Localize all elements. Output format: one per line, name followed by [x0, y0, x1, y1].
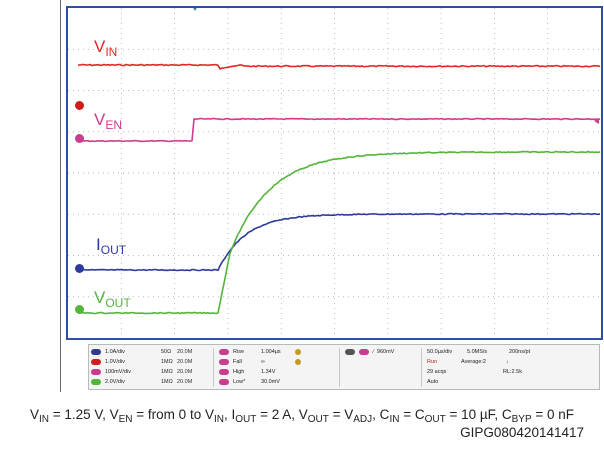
- caption-text: = 1.25 V, V: [48, 407, 119, 422]
- ch1-badge-icon: [91, 349, 101, 355]
- panel-divider: [339, 348, 340, 387]
- resolution: 200ns/pt: [509, 349, 531, 355]
- measurement-row[interactable]: High 1.34V: [219, 368, 275, 376]
- caption-subscript: EN: [118, 414, 133, 425]
- caption-text: , C: [372, 407, 390, 422]
- caption-text: = V: [328, 407, 354, 422]
- ven-trace: [77, 117, 601, 143]
- channel-row[interactable]: 1.0A/div 50Ω 20.0M: [91, 348, 192, 356]
- channel-bandwidth: 20.0M: [177, 369, 193, 375]
- ch2-ground-marker[interactable]: [75, 101, 84, 110]
- channel-impedance: 1MΩ: [161, 379, 173, 385]
- channel-bandwidth: 20.0M: [177, 379, 193, 385]
- warning-icon: [295, 359, 301, 365]
- channel-impedance: 50Ω: [161, 349, 172, 355]
- scope-status-panel: 1.0A/div 50Ω 20.0M 1.0V/div 1MΩ 20.0M 10…: [88, 344, 600, 390]
- figure-caption: VIN = 1.25 V, VEN = from 0 to VIN, IOUT …: [0, 407, 604, 428]
- measurement-row[interactable]: Fall ∞: [219, 358, 301, 366]
- trace-label-vout: VOUT: [94, 288, 131, 310]
- channel-scale: 1.0V/div: [105, 359, 125, 365]
- caption-subscript: OUT: [307, 414, 329, 425]
- ch3-ground-marker[interactable]: [75, 134, 84, 143]
- acquire-mode: Average:2: [461, 359, 486, 365]
- measurement-label: Low*: [233, 379, 246, 385]
- channel-row[interactable]: 2.0V/div 1MΩ 20.0M: [91, 378, 192, 386]
- measurement-label: High: [233, 369, 245, 375]
- measurement-value: 1.004µs: [261, 349, 281, 355]
- caption-text: V: [29, 407, 39, 422]
- trace-label-ven: VEN: [94, 110, 123, 132]
- measurement-row[interactable]: Rise 1.004µs: [219, 348, 301, 356]
- record-length: RL:2.5k: [503, 369, 522, 375]
- channel-bandwidth: 20.0M: [177, 349, 193, 355]
- rising-edge-icon: ∕: [373, 349, 374, 355]
- measurement-row[interactable]: Low* 30.0mV: [219, 378, 280, 386]
- caption-subscript: IN: [38, 414, 49, 425]
- caption-text: , I: [223, 407, 236, 422]
- trace-label-vin: VIN: [94, 37, 118, 59]
- trigger-position-icon: [193, 8, 197, 11]
- vout-trace: [77, 150, 601, 315]
- measure-source-icon: [219, 379, 229, 385]
- channel-scale: 1.0A/div: [105, 349, 125, 355]
- panel-divider: [421, 348, 422, 387]
- channel-bandwidth: 20.0M: [177, 359, 193, 365]
- measurement-value: 1.34V: [261, 369, 276, 375]
- ch4-ground-marker[interactable]: [75, 305, 84, 314]
- trigger-source-icon: [359, 349, 369, 355]
- measurement-value: 30.0mV: [261, 379, 280, 385]
- waveform-display: [66, 6, 603, 340]
- caption-text: = 2 A, V: [256, 407, 308, 422]
- caption-text: = from 0 to V: [132, 407, 214, 422]
- caption-subscript: BYP: [511, 414, 532, 425]
- figure-id: GIPG080420141417: [460, 425, 584, 440]
- ch2-badge-icon: [91, 359, 101, 365]
- measure-source-icon: [219, 359, 229, 365]
- trace-label-iout: IOUT: [96, 235, 127, 257]
- ch1-ground-marker[interactable]: [75, 264, 84, 273]
- trigger-level-icon: [594, 118, 599, 124]
- panel-divider: [213, 348, 214, 387]
- measure-source-icon: [219, 349, 229, 355]
- channel-scale: 100mV/div: [105, 369, 131, 375]
- channel-row[interactable]: 1.0V/div 1MΩ 20.0M: [91, 358, 192, 366]
- caption-text: = C: [399, 407, 425, 422]
- trigger-channel-icon: [345, 349, 355, 355]
- trigger-mode: Auto: [427, 379, 439, 385]
- channel-impedance: 1MΩ: [161, 369, 173, 375]
- timebase: 50.0µs/div: [427, 349, 453, 355]
- vin-trace: [77, 63, 601, 70]
- caption-subscript: IN: [389, 414, 400, 425]
- caption-text: = 0 nF: [531, 407, 575, 422]
- measurement-label: Rise: [233, 349, 245, 355]
- warning-icon: [295, 349, 301, 355]
- ch3-badge-icon: [91, 369, 101, 375]
- channel-impedance: 1MΩ: [161, 359, 173, 365]
- sample-rate: 5.0MS/s: [467, 349, 488, 355]
- trigger-level: 960mV: [376, 349, 395, 355]
- acquisition-count: 29 acqs: [427, 369, 447, 375]
- measure-source-icon: [219, 369, 229, 375]
- caption-subscript: IN: [213, 414, 224, 425]
- trigger-readout[interactable]: ∕ 960mV: [345, 348, 394, 356]
- down-arrow-icon: ↓: [505, 359, 509, 365]
- waveform-plot: [68, 8, 601, 338]
- caption-subscript: OUT: [424, 414, 446, 425]
- ch4-badge-icon: [91, 379, 101, 385]
- caption-subscript: OUT: [235, 414, 257, 425]
- iout-trace: [77, 212, 601, 272]
- channel-scale: 2.0V/div: [105, 379, 125, 385]
- caption-text: = 10 µF, C: [445, 407, 512, 422]
- run-state: Run: [427, 359, 438, 365]
- measurement-label: Fall: [233, 359, 242, 365]
- measurement-value: ∞: [261, 359, 265, 365]
- channel-row[interactable]: 100mV/div 1MΩ 20.0M: [91, 368, 192, 376]
- caption-subscript: ADJ: [353, 414, 373, 425]
